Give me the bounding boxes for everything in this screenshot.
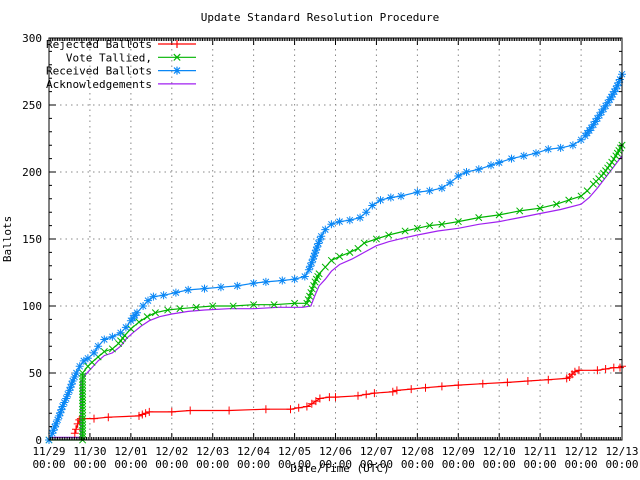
x-tick-label-date: 12/08: [401, 445, 434, 458]
legend-row: Received Ballots: [46, 65, 196, 78]
legend-label: Received Ballots: [46, 65, 152, 78]
x-tick-label-date: 12/04: [237, 445, 270, 458]
y-tick-label: 250: [22, 99, 42, 112]
x-tick-label-date: 12/05: [278, 445, 311, 458]
x-tick-label-date: 12/09: [442, 445, 475, 458]
chart-title: Update Standard Resolution Procedure: [201, 11, 439, 24]
legend-label: Acknowledgements: [46, 78, 152, 91]
y-tick-label: 200: [22, 166, 42, 179]
x-tick-label-date: 12/07: [360, 445, 393, 458]
tick-labels: 05010015020025030011/2900:0011/3000:0012…: [22, 32, 638, 471]
legend-sample-line: [158, 66, 196, 75]
x-tick-label-date: 12/06: [319, 445, 352, 458]
series-acknowledgements: [49, 155, 623, 438]
x-tick-label-date: 11/29: [32, 445, 65, 458]
x-tick-label-time: 00:00: [319, 458, 352, 471]
x-tick-label-time: 00:00: [278, 458, 311, 471]
x-tick-label-date: 12/12: [565, 445, 598, 458]
x-tick-label-date: 12/02: [155, 445, 188, 458]
legend-sample-line: [158, 40, 196, 48]
x-tick-label-date: 11/30: [73, 445, 106, 458]
legend-row: Rejected Ballots: [46, 38, 196, 51]
grid-lines: [49, 38, 622, 440]
y-tick-label: 150: [22, 233, 42, 246]
x-tick-label-time: 00:00: [524, 458, 557, 471]
x-tick-label-time: 00:00: [565, 458, 598, 471]
series-rejected-ballots: [70, 362, 626, 438]
x-tick-label-time: 00:00: [401, 458, 434, 471]
legend-label: Rejected Ballots: [46, 38, 152, 51]
y-axis-label: Ballots: [1, 216, 14, 262]
x-tick-label-time: 00:00: [73, 458, 106, 471]
legend-row: Acknowledgements: [46, 78, 196, 91]
y-tick-label: 100: [22, 300, 42, 313]
axis-ticks: [48, 37, 623, 441]
x-tick-label-time: 00:00: [483, 458, 516, 471]
x-tick-label-time: 00:00: [442, 458, 475, 471]
legend-sample-line: [158, 53, 196, 61]
x-tick-label-time: 00:00: [196, 458, 229, 471]
legend-row: Vote Tallied,: [66, 51, 196, 64]
x-tick-label-time: 00:00: [605, 458, 638, 471]
y-tick-label: 0: [35, 434, 42, 447]
x-tick-label-date: 12/11: [524, 445, 557, 458]
x-tick-label-time: 00:00: [114, 458, 147, 471]
plot-frame-and-ticks: [48, 37, 623, 441]
series-line: [74, 365, 623, 434]
x-tick-label-date: 12/13: [605, 445, 638, 458]
x-tick-label-time: 00:00: [237, 458, 270, 471]
y-tick-label: 50: [29, 367, 42, 380]
x-tick-label-time: 00:00: [155, 458, 188, 471]
x-tick-label-date: 12/10: [483, 445, 516, 458]
x-tick-label-time: 00:00: [360, 458, 393, 471]
x-tick-label-date: 12/03: [196, 445, 229, 458]
x-axis-label: Date/Time (UTC): [290, 462, 389, 475]
series-markers: [70, 362, 626, 438]
x-tick-label-date: 12/01: [114, 445, 147, 458]
y-tick-label: 300: [22, 32, 42, 45]
legend-label: Vote Tallied,: [66, 51, 152, 64]
x-tick-label-time: 00:00: [32, 458, 65, 471]
series-line: [49, 155, 623, 438]
grid-path: [49, 38, 622, 440]
